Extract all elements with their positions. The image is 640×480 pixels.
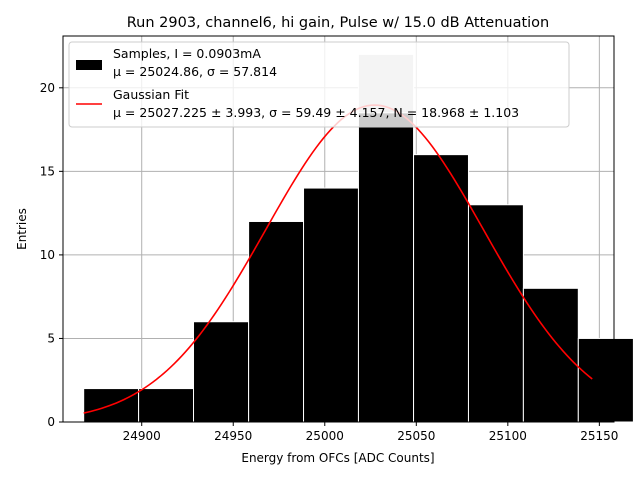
y-axis-label: Entries	[15, 208, 29, 250]
x-tick-label: 25000	[306, 429, 344, 443]
histogram-bar	[303, 187, 359, 423]
x-axis-label: Energy from OFCs [ADC Counts]	[241, 451, 434, 465]
x-tick-label: 24950	[214, 429, 252, 443]
x-axis-ticks: 24900 24950 25000 25050 25100 25150	[123, 422, 618, 443]
y-tick-label: 0	[47, 415, 55, 429]
histogram-bar	[522, 287, 579, 423]
histogram-bar	[577, 337, 634, 423]
legend: Samples, I = 0.0903mA μ = 25024.86, σ = …	[68, 41, 570, 128]
y-tick-label: 15	[40, 164, 55, 178]
legend-samples-stats: μ = 25024.86, σ = 57.814	[113, 64, 277, 79]
x-tick-label: 24900	[123, 429, 161, 443]
histogram-bar	[138, 388, 195, 423]
legend-fit-stats: μ = 25027.225 ± 3.993, σ = 59.49 ± 4.157…	[113, 105, 519, 120]
x-tick-label: 25100	[489, 429, 527, 443]
x-tick-label: 25150	[580, 429, 618, 443]
y-tick-label: 10	[40, 248, 55, 262]
legend-box	[68, 41, 570, 128]
chart-title: Run 2903, channel6, hi gain, Pulse w/ 15…	[127, 15, 550, 31]
x-tick-label: 25050	[397, 429, 435, 443]
y-axis-ticks: 0 5 10 15 20	[40, 81, 63, 429]
y-tick-label: 5	[47, 331, 55, 345]
histogram-bar	[413, 154, 469, 423]
legend-samples-swatch	[76, 60, 102, 70]
legend-fit-label: Gaussian Fit	[113, 87, 189, 102]
y-tick-label: 20	[40, 81, 55, 95]
histogram-bar	[467, 204, 524, 423]
legend-samples-label: Samples, I = 0.0903mA	[113, 46, 261, 61]
plot-frame	[62, 35, 615, 423]
histogram-bar	[193, 321, 250, 423]
histogram-bar	[248, 220, 305, 423]
